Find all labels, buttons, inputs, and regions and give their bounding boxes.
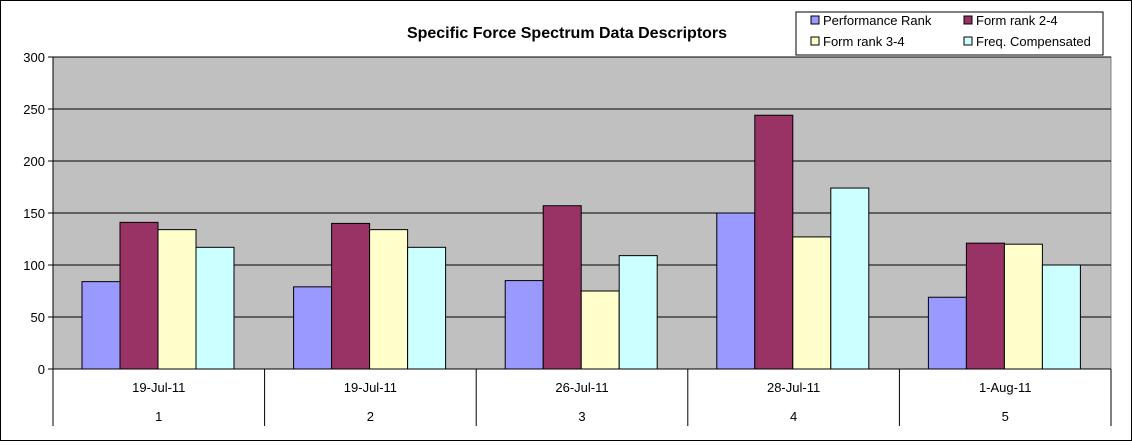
legend-label: Form rank 3-4 — [823, 34, 905, 49]
x-tick-label-date: 19-Jul-11 — [132, 380, 185, 395]
bar-form-rank-2-4-1 — [119, 221, 159, 370]
y-tick-label: 250 — [23, 102, 45, 117]
x-tick-label-date: 1-Aug-11 — [979, 380, 1032, 395]
y-tick-label: 50 — [31, 310, 45, 325]
bar-form-rank-3-4-2 — [369, 229, 409, 370]
bar-freq-compensated-4 — [830, 187, 870, 370]
legend-swatch — [963, 15, 973, 25]
y-tick-label: 300 — [23, 50, 45, 65]
bar-form-rank-3-4-5 — [1003, 243, 1043, 370]
bar-freq-compensated-2 — [407, 246, 447, 370]
bars — [81, 114, 1081, 370]
x-tick-label-date: 19-Jul-11 — [344, 380, 397, 395]
bar-performance-rank-1 — [81, 281, 121, 370]
y-tick-label: 200 — [23, 154, 45, 169]
bar-form-rank-2-4-4 — [754, 114, 794, 370]
bar-form-rank-3-4-3 — [580, 290, 620, 370]
bar-form-rank-2-4-3 — [542, 205, 582, 370]
bar-freq-compensated-5 — [1041, 264, 1081, 370]
bar-performance-rank-5 — [927, 296, 967, 370]
legend-swatch — [810, 15, 820, 25]
legend-label: Freq. Compensated — [976, 34, 1091, 49]
bar-form-rank-2-4-2 — [331, 222, 371, 370]
legend: Performance Rank Form rank 2-4 Form rank 3… — [795, 11, 1104, 56]
legend-swatch — [810, 36, 820, 46]
x-tick-label-index: 5 — [1002, 409, 1009, 424]
bar-freq-compensated-3 — [618, 255, 658, 370]
legend-label: Form rank 2-4 — [976, 13, 1058, 28]
x-tick-label-date: 26-Jul-11 — [555, 380, 608, 395]
bar-performance-rank-2 — [293, 286, 333, 370]
legend-swatch — [963, 36, 973, 46]
bar-performance-rank-3 — [504, 280, 544, 370]
bar-performance-rank-4 — [716, 212, 756, 370]
y-axis: 0 50 100 150 200 250 300 — [23, 50, 54, 377]
x-tick-label-index: 2 — [367, 409, 374, 424]
x-tick-label-index: 3 — [578, 409, 585, 424]
y-tick-label: 150 — [23, 206, 45, 221]
bar-form-rank-3-4-4 — [792, 236, 832, 370]
bar-freq-compensated-1 — [195, 246, 235, 370]
x-axis: 19-Jul-11 1 19-Jul-11 2 26-Jul-11 3 28-Jul-11 4… — [52, 368, 1112, 426]
bar-form-rank-3-4-1 — [157, 229, 197, 370]
y-tick-label: 100 — [23, 258, 45, 273]
x-tick-label-index: 4 — [790, 409, 797, 424]
bar-form-rank-2-4-5 — [965, 242, 1005, 370]
x-tick-label-index: 1 — [155, 409, 162, 424]
y-tick-label: 0 — [38, 362, 45, 377]
legend-label: Performance Rank — [823, 13, 932, 28]
legend-box — [795, 11, 1104, 56]
chart-title: Specific Force Spectrum Data Descriptors — [407, 25, 727, 42]
x-tick-label-date: 28-Jul-11 — [767, 380, 820, 395]
